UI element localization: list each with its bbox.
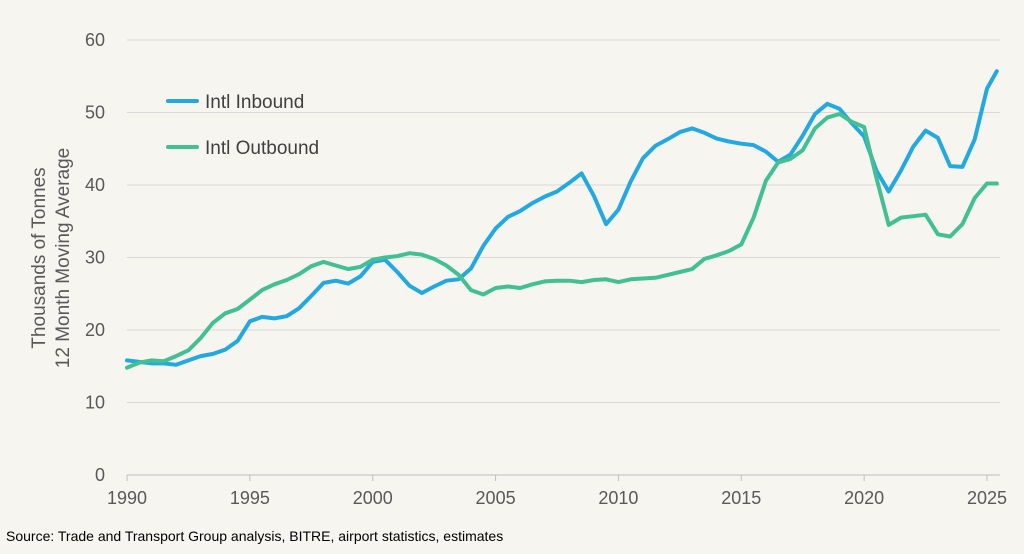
x-tick-label: 2025 [967, 488, 1007, 508]
y-axis-ticks: 0 10 20 30 40 50 60 [85, 30, 105, 485]
y-axis-title-line: 12 Month Moving Average [53, 148, 74, 368]
x-tick-label: 1990 [107, 488, 147, 508]
x-axis-ticks: 1990 1995 2000 2005 2010 2015 2020 2025 [107, 475, 1007, 508]
series-lines [125, 69, 999, 370]
x-tick-label: 1995 [230, 488, 270, 508]
y-tick-label: 40 [85, 175, 105, 195]
legend-label: Intl Outbound [205, 138, 319, 159]
legend-label: Intl Inbound [205, 92, 304, 113]
y-tick-label: 30 [85, 248, 105, 268]
x-tick-label: 2010 [598, 488, 638, 508]
x-tick-label: 2005 [476, 488, 516, 508]
y-tick-label: 20 [85, 320, 105, 340]
y-tick-label: 50 [85, 103, 105, 123]
source-note: Source: Trade and Transport Group analys… [6, 528, 504, 544]
legend: Intl Inbound Intl Outbound [166, 92, 319, 159]
x-tick-label: 2020 [844, 488, 884, 508]
y-tick-label: 60 [85, 30, 105, 50]
series-line [125, 69, 999, 367]
x-tick-label: 2015 [721, 488, 761, 508]
x-tick-label: 2000 [353, 488, 393, 508]
y-tick-label: 10 [85, 393, 105, 413]
y-tick-label: 0 [95, 465, 105, 485]
series-line [125, 112, 999, 370]
y-axis-title-line: Thousands of Tonnes [29, 167, 50, 348]
y-axis-label: Thousands of Tonnes 12 Month Moving Avera… [29, 148, 74, 368]
line-chart: 0 10 20 30 40 50 60 1990 1995 2000 2005 2010 2015 20… [29, 30, 1007, 508]
